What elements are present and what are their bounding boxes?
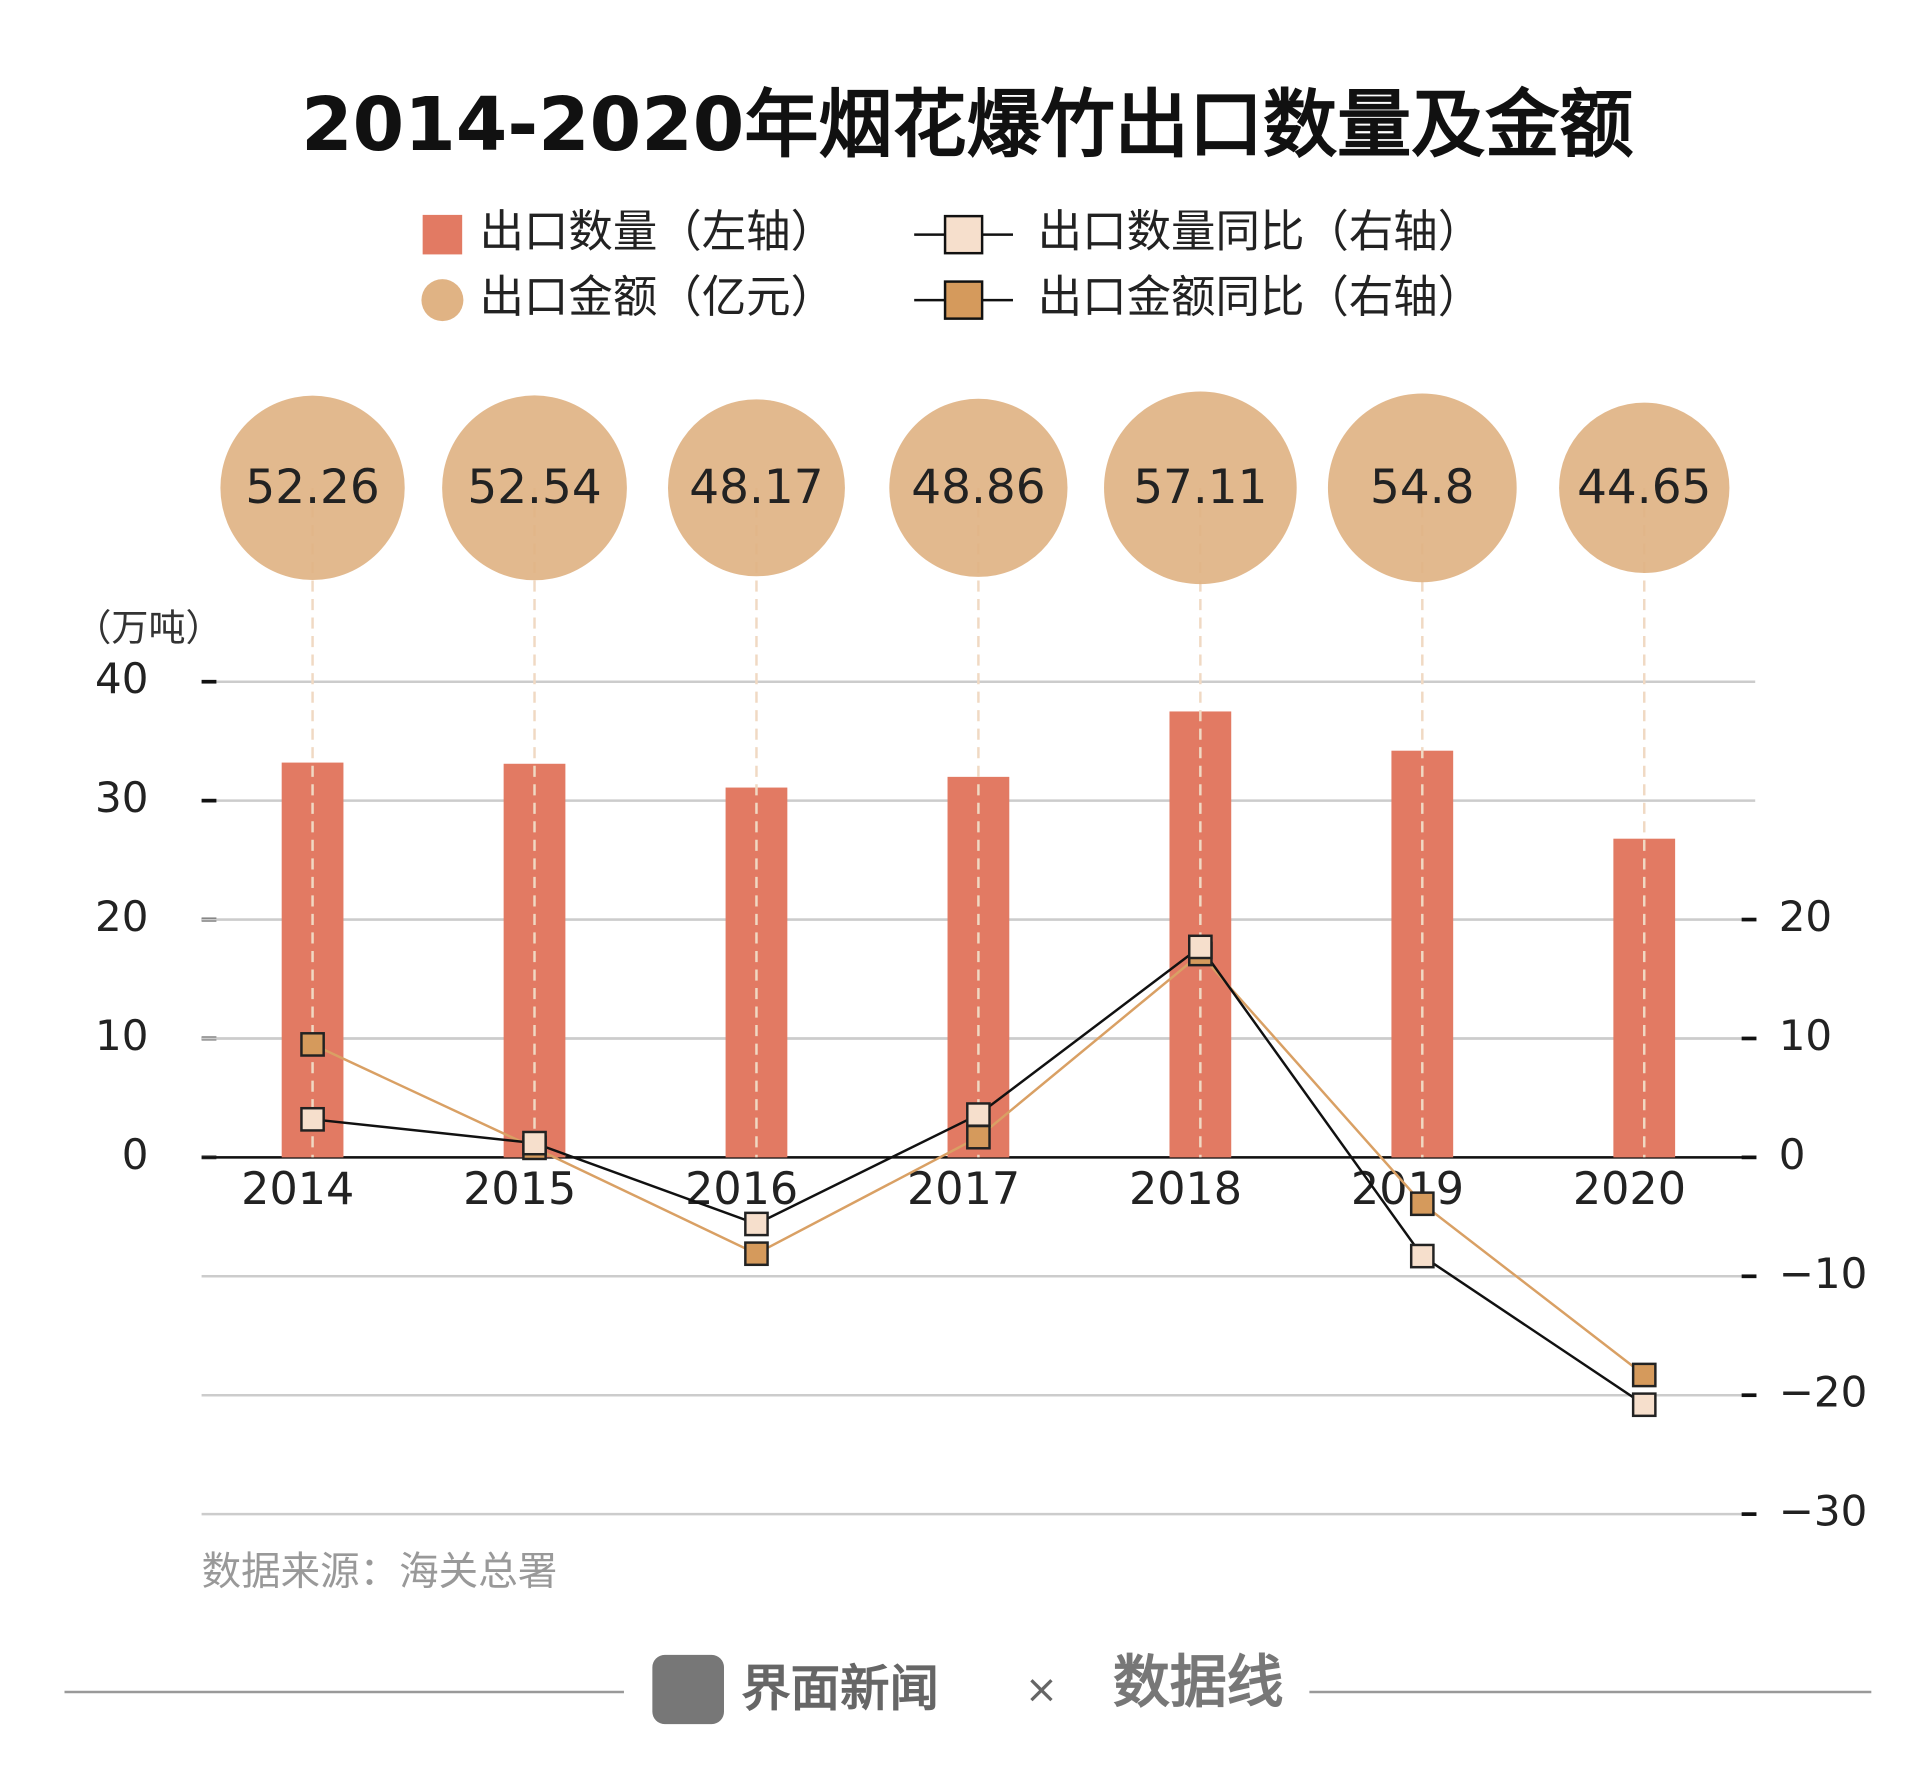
y2-tick-label: −20 [1779, 1368, 1868, 1417]
legend-label: 出口金额同比（右轴） [1038, 272, 1483, 323]
line-marker [966, 1102, 991, 1127]
y2-tick-label: −30 [1779, 1487, 1868, 1536]
chart-title: 2014-2020年烟花爆竹出口数量及金额 [301, 82, 1633, 168]
legend-marker [943, 280, 984, 320]
bubble-label: 57.11 [1133, 460, 1267, 515]
x-tick-label: 2019 [1351, 1164, 1464, 1215]
y-tick-label: 0 [122, 1130, 149, 1179]
x-tick-label: 2014 [241, 1164, 354, 1215]
y2-tick-label: 0 [1779, 1130, 1806, 1179]
bubble-label: 52.54 [467, 460, 601, 515]
bubble-label: 48.86 [911, 460, 1045, 515]
y-tick-label: 20 [95, 892, 148, 941]
legend-marker [943, 214, 984, 255]
line-marker [1631, 1392, 1657, 1418]
y2-tick-label: 20 [1779, 892, 1832, 941]
y-tick-label: 40 [95, 654, 148, 703]
bubble [1327, 393, 1517, 583]
line-marker [1188, 934, 1213, 960]
y2-tick-label: −10 [1779, 1249, 1868, 1298]
bubble [1104, 391, 1297, 585]
legend-label: 出口数量同比（右轴） [1038, 207, 1483, 258]
x-tick-label: 2016 [685, 1164, 798, 1215]
line-marker [744, 1241, 769, 1267]
legend-swatch [422, 214, 463, 255]
bubble-label: 52.26 [245, 460, 379, 515]
bubble [220, 395, 405, 580]
bubble-label: 54.8 [1370, 460, 1474, 515]
bubble [667, 399, 845, 577]
brand: 界面新闻 [741, 1659, 939, 1717]
y-tick-label: 10 [95, 1011, 148, 1060]
legend-swatch [421, 279, 464, 322]
x-tick-label: 2020 [1573, 1164, 1686, 1215]
cross: × [1025, 1666, 1058, 1712]
line-marker [1631, 1362, 1657, 1388]
y-axis-label: （万吨） [74, 606, 222, 649]
bubble [1559, 402, 1730, 574]
line-marker [522, 1130, 547, 1156]
y-tick-label: 30 [95, 773, 148, 822]
line-marker [966, 1124, 991, 1150]
line-marker [1409, 1191, 1435, 1217]
legend-label: 出口数量（左轴） [479, 207, 835, 258]
line-marker [300, 1106, 325, 1132]
bubble [889, 398, 1068, 577]
legend-label: 出口金额（亿元） [479, 272, 835, 323]
bubble-label: 44.65 [1577, 460, 1711, 515]
x-tick-label: 2017 [907, 1164, 1020, 1215]
x-tick-label: 2018 [1129, 1164, 1242, 1215]
bubble-label: 48.17 [689, 460, 823, 515]
line-marker [1409, 1243, 1435, 1269]
bubble [442, 395, 627, 581]
line-marker [744, 1211, 769, 1237]
line-marker [300, 1032, 325, 1057]
x-tick-label: 2015 [463, 1164, 576, 1215]
y2-tick-label: 10 [1779, 1011, 1832, 1060]
partner: 数据线 [1113, 1649, 1283, 1715]
brand-logo [652, 1654, 724, 1725]
source: 数据来源：海关总署 [202, 1549, 558, 1595]
